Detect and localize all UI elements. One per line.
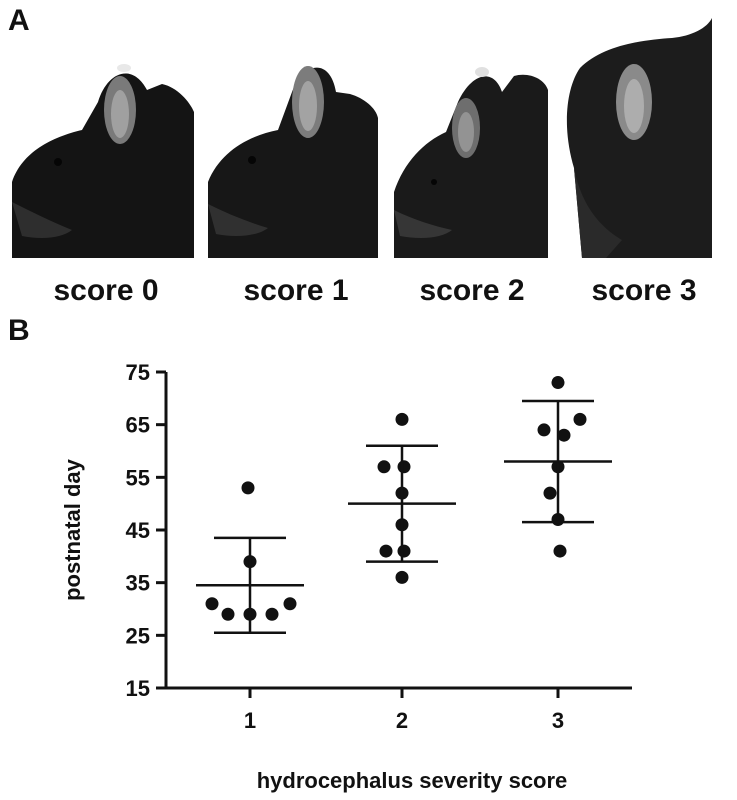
score-0-label: score 0 [53, 274, 159, 307]
x-axis-title: hydrocephalus severity score [257, 768, 568, 793]
mouse-photo-score-2 [394, 32, 548, 258]
x-tick-label-3: 3 [552, 708, 564, 733]
point-score-2-1 [395, 412, 409, 426]
y-axis-title: postnatal day [60, 458, 85, 601]
y-tick-label-35: 35 [126, 571, 150, 596]
x-tick-label-1: 1 [244, 708, 256, 733]
mean-sd-bars [196, 399, 612, 634]
y-tick-label-15: 15 [126, 676, 150, 701]
point-score-1-7 [265, 607, 279, 621]
point-score-1-5 [221, 607, 235, 621]
point-score-3-2 [573, 412, 587, 426]
x-axis: 1 2 3 [166, 686, 632, 733]
mouse-photo-score-0 [12, 32, 194, 258]
point-score-2-3 [397, 460, 411, 474]
y-tick-label-25: 25 [126, 623, 150, 648]
mouse-photo-score-1 [208, 32, 378, 258]
x-tick-label-2: 2 [396, 708, 408, 733]
score-3-label: score 3 [591, 274, 697, 307]
point-score-3-3 [537, 423, 551, 437]
point-score-1-1 [241, 481, 255, 495]
y-tick-label-65: 65 [126, 413, 150, 438]
score-1-label: score 1 [243, 274, 349, 307]
point-score-3-1 [551, 376, 565, 390]
point-score-3-4 [557, 428, 571, 442]
y-tick-label-75: 75 [126, 360, 150, 385]
point-score-1-4 [283, 597, 297, 611]
point-score-2-2 [377, 460, 391, 474]
mouse-photo-score-3 [562, 18, 712, 258]
point-score-2-8 [395, 570, 409, 584]
y-tick-label-55: 55 [126, 465, 150, 490]
panel-a-letter: A [8, 4, 30, 37]
scatter-chart: 15 25 35 45 55 65 75 1 2 3 postnatal day hydroce… [60, 360, 632, 793]
y-tick-label-45: 45 [126, 518, 150, 543]
panel-b-letter: B [8, 314, 30, 347]
point-score-2-7 [397, 544, 411, 558]
y-axis: 15 25 35 45 55 65 75 [126, 360, 168, 701]
point-score-1-3 [205, 597, 219, 611]
score-2-label: score 2 [419, 274, 525, 307]
point-score-3-6 [543, 486, 557, 500]
point-score-2-6 [379, 544, 393, 558]
point-score-3-8 [553, 544, 567, 558]
